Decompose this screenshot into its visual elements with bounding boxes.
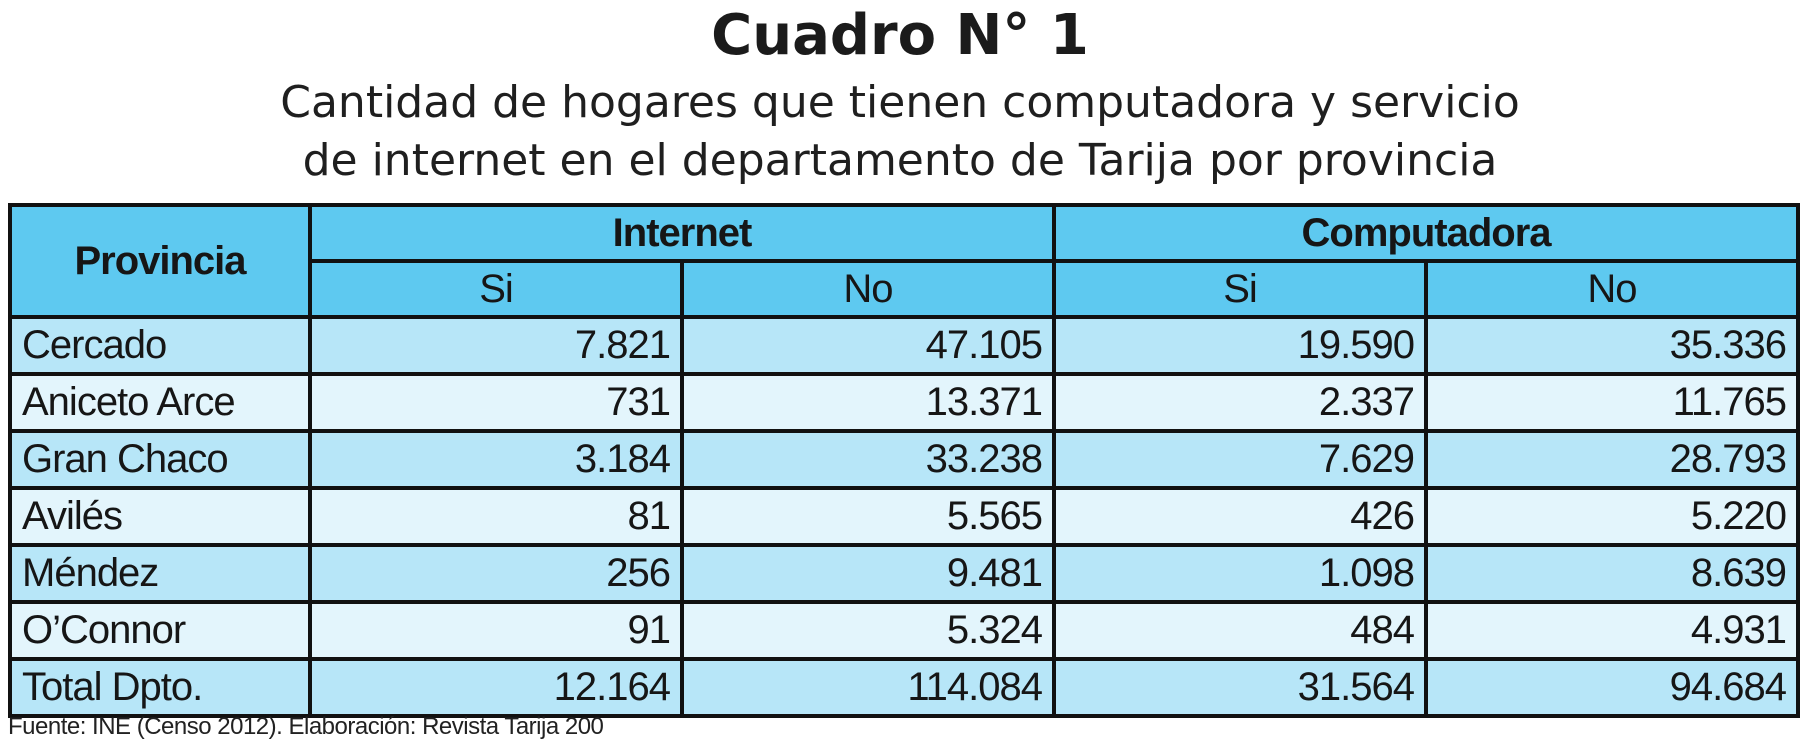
subtitle-line-1: Cantidad de hogares que tienen computado… (280, 77, 1520, 128)
cell-provincia: Méndez (8, 543, 312, 604)
cell-internet-si: 91 (308, 600, 684, 661)
cell-internet-si: 12.164 (308, 657, 684, 718)
header-internet-si: Si (308, 259, 684, 319)
cell-computadora-si: 7.629 (1052, 429, 1428, 490)
cell-computadora-si: 19.590 (1052, 315, 1428, 376)
cell-internet-si: 256 (308, 543, 684, 604)
cell-provincia: Cercado (8, 315, 312, 376)
households-table: Provincia Internet Computadora Si No Si … (8, 203, 1800, 718)
header-group-internet: Internet (308, 203, 1056, 263)
cell-internet-si: 3.184 (308, 429, 684, 490)
cell-internet-no: 5.324 (680, 600, 1056, 661)
cell-provincia: Avilés (8, 486, 312, 547)
cell-internet-si: 7.821 (308, 315, 684, 376)
header-computadora-si: Si (1052, 259, 1428, 319)
data-table-container: Provincia Internet Computadora Si No Si … (8, 203, 1800, 718)
cell-internet-no: 33.238 (680, 429, 1056, 490)
table-row: Aniceto Arce 731 13.371 2.337 11.765 (8, 372, 1800, 433)
cell-internet-si: 81 (308, 486, 684, 547)
table-row: Cercado 7.821 47.105 19.590 35.336 (8, 315, 1800, 376)
header-internet-no: No (680, 259, 1056, 319)
table-row-total: Total Dpto. 12.164 114.084 31.564 94.684 (8, 657, 1800, 718)
header-provincia: Provincia (8, 203, 312, 319)
table-row: O’Connor 91 5.324 484 4.931 (8, 600, 1800, 661)
table-row: Avilés 81 5.565 426 5.220 (8, 486, 1800, 547)
cell-computadora-no: 94.684 (1424, 657, 1800, 718)
cell-provincia: Gran Chaco (8, 429, 312, 490)
cell-provincia: Total Dpto. (8, 657, 312, 718)
cell-provincia: Aniceto Arce (8, 372, 312, 433)
cell-internet-no: 5.565 (680, 486, 1056, 547)
cell-internet-no: 47.105 (680, 315, 1056, 376)
subtitle-line-2: de internet en el departamento de Tarija… (302, 135, 1498, 186)
cell-computadora-no: 4.931 (1424, 600, 1800, 661)
cell-internet-no: 114.084 (680, 657, 1056, 718)
cell-computadora-no: 11.765 (1424, 372, 1800, 433)
cell-internet-si: 731 (308, 372, 684, 433)
cell-computadora-si: 1.098 (1052, 543, 1428, 604)
cell-computadora-no: 5.220 (1424, 486, 1800, 547)
cell-computadora-si: 426 (1052, 486, 1428, 547)
cell-computadora-si: 484 (1052, 600, 1428, 661)
cell-provincia: O’Connor (8, 600, 312, 661)
header-row-subcolumns: Si No Si No (10, 259, 1800, 319)
cell-computadora-no: 35.336 (1424, 315, 1800, 376)
cell-computadora-si: 31.564 (1052, 657, 1428, 718)
header-computadora-no: No (1424, 259, 1800, 319)
cell-computadora-si: 2.337 (1052, 372, 1428, 433)
cell-computadora-no: 28.793 (1424, 429, 1800, 490)
header-group-computadora: Computadora (1052, 203, 1800, 263)
table-row: Gran Chaco 3.184 33.238 7.629 28.793 (8, 429, 1800, 490)
cell-computadora-no: 8.639 (1424, 543, 1800, 604)
header-row-groups: Provincia Internet Computadora (8, 203, 1800, 319)
cell-internet-no: 9.481 (680, 543, 1056, 604)
source-note: Fuente: INE (Censo 2012). Elaboración: R… (8, 713, 604, 740)
cell-internet-no: 13.371 (680, 372, 1056, 433)
document-title: Cuadro N° 1 (711, 3, 1089, 68)
table-row: Méndez 256 9.481 1.098 8.639 (8, 543, 1800, 604)
